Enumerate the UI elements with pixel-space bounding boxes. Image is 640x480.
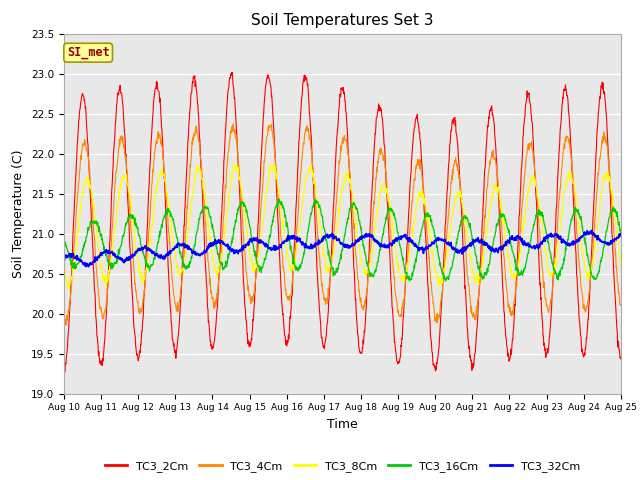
TC3_2Cm bbox=[429, 360, 437, 366]
Line: TC3_32Cm: TC3_32Cm bbox=[64, 230, 621, 267]
TC3_16Cm bbox=[246, 225, 254, 230]
TC3_4Cm bbox=[171, 299, 179, 305]
TC3_16Cm bbox=[184, 265, 191, 271]
TC3_16Cm bbox=[429, 224, 437, 230]
Line: TC3_2Cm: TC3_2Cm bbox=[64, 72, 621, 372]
TC3_16Cm bbox=[617, 232, 625, 238]
TC3_8Cm bbox=[184, 225, 192, 231]
Line: TC3_8Cm: TC3_8Cm bbox=[64, 163, 621, 290]
TC3_8Cm bbox=[65, 287, 72, 293]
TC3_16Cm bbox=[442, 278, 449, 284]
Title: Soil Temperatures Set 3: Soil Temperatures Set 3 bbox=[251, 13, 434, 28]
TC3_2Cm bbox=[502, 336, 510, 342]
TC3_2Cm bbox=[247, 340, 255, 346]
TC3_2Cm bbox=[617, 354, 625, 360]
Y-axis label: Soil Temperature (C): Soil Temperature (C) bbox=[12, 149, 26, 278]
TC3_16Cm bbox=[60, 237, 68, 243]
Text: SI_met: SI_met bbox=[67, 46, 109, 59]
TC3_4Cm bbox=[62, 322, 70, 328]
TC3_32Cm bbox=[60, 257, 68, 263]
TC3_4Cm bbox=[229, 121, 237, 127]
TC3_4Cm bbox=[552, 258, 559, 264]
Line: TC3_16Cm: TC3_16Cm bbox=[64, 199, 621, 281]
TC3_2Cm bbox=[184, 134, 192, 140]
TC3_4Cm bbox=[184, 192, 192, 197]
TC3_16Cm bbox=[275, 196, 283, 202]
TC3_4Cm bbox=[617, 302, 625, 308]
TC3_8Cm bbox=[230, 160, 237, 166]
TC3_4Cm bbox=[60, 314, 68, 320]
TC3_32Cm bbox=[502, 239, 509, 244]
TC3_8Cm bbox=[552, 256, 559, 262]
TC3_8Cm bbox=[171, 248, 179, 253]
X-axis label: Time: Time bbox=[327, 418, 358, 431]
TC3_32Cm bbox=[184, 246, 192, 252]
TC3_4Cm bbox=[429, 300, 437, 306]
TC3_2Cm bbox=[552, 228, 559, 233]
TC3_32Cm bbox=[171, 244, 179, 250]
TC3_4Cm bbox=[502, 283, 510, 288]
TC3_8Cm bbox=[617, 263, 625, 268]
TC3_32Cm bbox=[84, 264, 92, 270]
TC3_16Cm bbox=[170, 223, 178, 228]
TC3_32Cm bbox=[246, 237, 254, 243]
TC3_2Cm bbox=[61, 369, 68, 375]
TC3_32Cm bbox=[429, 240, 437, 245]
TC3_32Cm bbox=[617, 232, 625, 238]
TC3_32Cm bbox=[551, 232, 559, 238]
TC3_2Cm bbox=[60, 363, 68, 369]
TC3_2Cm bbox=[171, 347, 179, 353]
Line: TC3_4Cm: TC3_4Cm bbox=[64, 124, 621, 325]
TC3_8Cm bbox=[247, 257, 255, 263]
TC3_8Cm bbox=[502, 237, 510, 243]
TC3_8Cm bbox=[60, 266, 68, 272]
TC3_4Cm bbox=[247, 301, 255, 307]
TC3_8Cm bbox=[429, 257, 437, 263]
TC3_16Cm bbox=[502, 221, 510, 227]
Legend: TC3_2Cm, TC3_4Cm, TC3_8Cm, TC3_16Cm, TC3_32Cm: TC3_2Cm, TC3_4Cm, TC3_8Cm, TC3_16Cm, TC3… bbox=[100, 457, 584, 477]
TC3_16Cm bbox=[552, 268, 559, 274]
TC3_32Cm bbox=[588, 228, 595, 233]
TC3_2Cm bbox=[228, 70, 236, 75]
